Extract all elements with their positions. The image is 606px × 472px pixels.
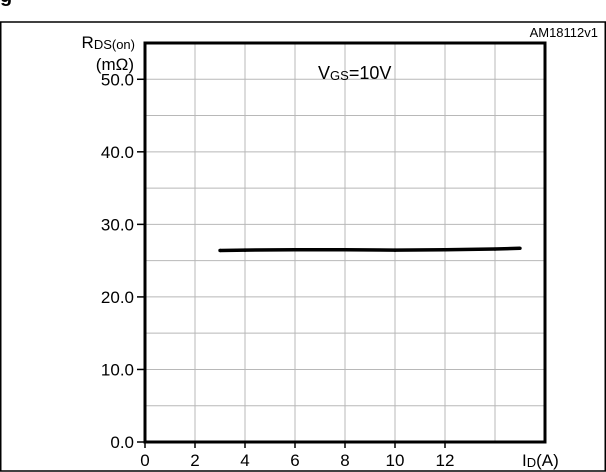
figure-id: AM18112v1 [530, 25, 598, 40]
y-tick-labels: 0.0 10.0 20.0 30.0 40.0 50.0 [101, 70, 145, 452]
y-axis-label: RDS(on) [82, 33, 135, 52]
condition-label-main: V [318, 63, 330, 83]
series-point [218, 248, 222, 253]
section-heading-fragment: g [0, 0, 12, 6]
x-tick-labels: 0 2 4 6 8 10 12 [140, 442, 454, 470]
series-layer [218, 246, 522, 253]
condition-label-rest: =10V [349, 63, 392, 83]
series-point [518, 246, 522, 251]
x-tick-label: 10 [386, 451, 405, 470]
series-point [493, 247, 497, 251]
x-tick-label: 6 [290, 451, 299, 470]
y-axis-unit: (mΩ) [96, 55, 134, 74]
y-axis-label-sub: DS(on) [94, 37, 135, 52]
condition-label-sub: GS [330, 68, 349, 83]
series-line [219, 246, 521, 253]
y-axis-label-main: R [82, 33, 94, 52]
x-axis-label-sub: D [527, 455, 536, 470]
y-tick-label: 40.0 [101, 143, 134, 162]
x-tick-label: 4 [240, 451, 249, 470]
y-tick-label: 20.0 [101, 288, 134, 307]
series-point [343, 248, 347, 252]
y-tick-label: 30.0 [101, 215, 134, 234]
series-point [393, 248, 397, 252]
x-axis-label: ID(A) [522, 451, 559, 470]
x-tick-label: 2 [190, 451, 199, 470]
x-tick-label: 0 [140, 451, 149, 470]
series-point [293, 248, 297, 252]
series-point [243, 248, 247, 252]
x-tick-label: 12 [436, 451, 455, 470]
series-point [443, 248, 447, 252]
condition-label: VGS=10V [318, 63, 391, 83]
x-axis-label-unit: (A) [536, 451, 559, 470]
y-tick-label: 50.0 [101, 70, 134, 89]
y-tick-label: 10.0 [101, 360, 134, 379]
x-axis-label-main: I [522, 451, 527, 470]
x-tick-label: 8 [340, 451, 349, 470]
figure-frame [0, 21, 606, 472]
gridlines [145, 43, 545, 442]
y-tick-label: 0.0 [110, 433, 134, 452]
